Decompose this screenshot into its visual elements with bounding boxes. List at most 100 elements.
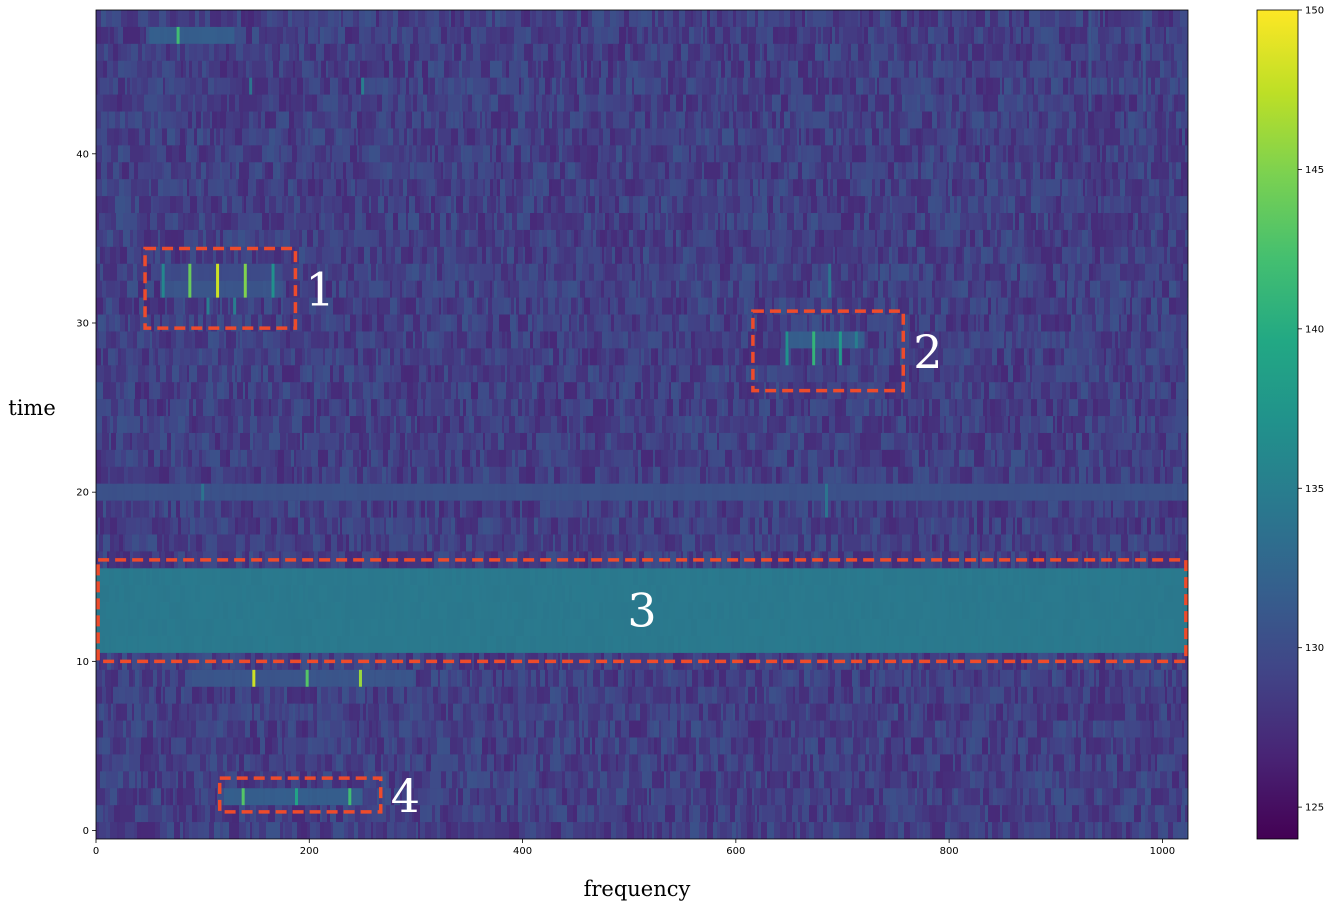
noise-cell xyxy=(778,26,784,45)
noise-cell xyxy=(510,162,515,180)
noise-cell xyxy=(979,145,984,163)
noise-cell xyxy=(524,10,531,28)
noise-cell xyxy=(1158,10,1165,28)
noise-cell xyxy=(1129,26,1132,45)
noise-cell xyxy=(384,179,390,197)
noise-cell xyxy=(386,229,394,248)
noise-cell xyxy=(893,280,897,299)
noise-cell xyxy=(569,77,576,96)
noise-cell xyxy=(1001,213,1008,231)
noise-cell xyxy=(1148,60,1156,79)
noise-cell xyxy=(348,94,353,113)
noise-cell xyxy=(183,314,187,332)
noise-cell xyxy=(958,280,962,299)
noise-cell xyxy=(249,213,257,231)
noise-cell xyxy=(407,94,412,113)
noise-cell xyxy=(558,213,563,231)
noise-cell xyxy=(356,128,359,146)
noise-cell xyxy=(478,213,486,231)
noise-cell xyxy=(370,229,373,248)
noise-cell xyxy=(148,10,151,28)
noise-cell xyxy=(641,60,648,79)
noise-cell xyxy=(679,229,682,248)
noise-cell xyxy=(465,77,468,96)
noise-cell xyxy=(939,280,944,299)
noise-cell xyxy=(155,162,159,180)
noise-cell xyxy=(887,314,894,332)
noise-cell xyxy=(917,94,921,113)
noise-cell xyxy=(271,77,274,96)
noise-cell xyxy=(948,297,951,316)
noise-cell xyxy=(864,213,870,231)
noise-cell xyxy=(117,94,123,113)
noise-cell xyxy=(196,246,203,265)
noise-cell xyxy=(598,263,604,282)
noise-cell xyxy=(511,128,519,146)
noise-cell xyxy=(977,280,985,299)
noise-cell xyxy=(1076,162,1083,180)
noise-cell xyxy=(761,145,769,163)
noise-cell xyxy=(640,213,646,231)
noise-cell xyxy=(756,213,762,231)
noise-cell xyxy=(528,162,534,180)
noise-cell xyxy=(549,60,555,79)
noise-cell xyxy=(736,26,742,45)
noise-cell xyxy=(529,94,532,113)
noise-cell xyxy=(703,60,706,79)
noise-cell xyxy=(1067,297,1073,316)
noise-cell xyxy=(1022,246,1026,265)
noise-cell xyxy=(160,314,163,332)
noise-cell xyxy=(447,348,455,366)
noise-cell xyxy=(718,94,722,113)
noise-cell xyxy=(858,297,862,316)
noise-cell xyxy=(958,128,962,146)
noise-cell xyxy=(735,145,742,163)
noise-cell xyxy=(757,314,764,332)
noise-cell xyxy=(565,128,573,146)
noise-cell xyxy=(453,94,461,113)
noise-cell xyxy=(509,60,517,79)
noise-cell xyxy=(1006,331,1013,349)
noise-cell xyxy=(741,213,745,231)
noise-cell xyxy=(372,111,377,129)
noise-cell xyxy=(718,196,724,214)
noise-cell xyxy=(1002,297,1009,316)
noise-cell xyxy=(175,60,182,79)
noise-cell xyxy=(213,162,221,180)
noise-cell xyxy=(342,77,350,96)
noise-cell xyxy=(516,263,523,282)
noise-cell xyxy=(741,229,744,248)
noise-cell xyxy=(245,229,251,248)
noise-cell xyxy=(861,162,867,180)
noise-cell xyxy=(571,60,578,79)
noise-cell xyxy=(758,94,764,113)
noise-cell xyxy=(606,77,611,96)
noise-cell xyxy=(440,213,447,231)
noise-cell xyxy=(106,314,110,332)
noise-cell xyxy=(1183,246,1188,265)
noise-cell xyxy=(885,297,890,316)
noise-cell xyxy=(1104,246,1112,265)
noise-cell xyxy=(208,77,215,96)
noise-cell xyxy=(963,162,966,180)
noise-cell xyxy=(380,179,383,197)
noise-cell xyxy=(197,348,200,366)
noise-cell xyxy=(501,162,504,180)
noise-cell xyxy=(459,280,464,299)
noise-cell xyxy=(299,43,305,62)
noise-cell xyxy=(851,246,859,265)
noise-cell xyxy=(1027,60,1031,79)
noise-cell xyxy=(542,10,548,28)
noise-cell xyxy=(493,314,500,332)
noise-cell xyxy=(1137,297,1142,316)
noise-cell xyxy=(324,43,331,62)
noise-cell xyxy=(625,128,632,146)
noise-cell xyxy=(848,196,855,214)
noise-cell xyxy=(237,10,242,28)
noise-cell xyxy=(157,213,162,231)
noise-cell xyxy=(1022,111,1028,129)
noise-cell xyxy=(1083,179,1086,197)
noise-cell xyxy=(898,196,905,214)
noise-cell xyxy=(888,280,894,299)
noise-cell xyxy=(901,77,909,96)
